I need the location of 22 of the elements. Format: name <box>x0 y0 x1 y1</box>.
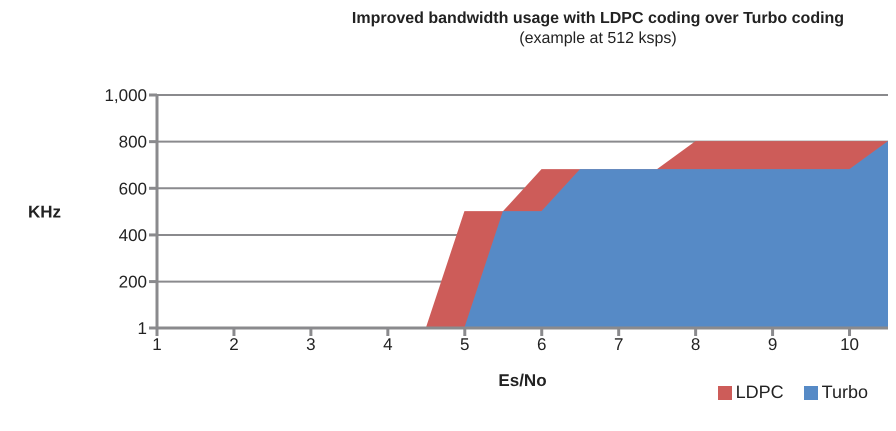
x-axis-title: Es/No <box>498 371 547 390</box>
legend-label: LDPC <box>736 382 784 402</box>
y-tick-label: 600 <box>118 179 147 198</box>
y-tick-label: 800 <box>118 132 147 152</box>
y-tick-label: 1,000 <box>104 86 147 106</box>
legend-label: Turbo <box>822 382 868 402</box>
x-tick-label: 9 <box>768 335 778 354</box>
x-tick-label: 2 <box>229 335 239 354</box>
y-tick-label: 400 <box>118 226 147 245</box>
x-tick-label: 3 <box>306 335 316 354</box>
y-axis-title: KHz <box>28 202 62 222</box>
x-tick-label: 5 <box>460 335 470 354</box>
y-tick-label: 200 <box>118 272 147 292</box>
chart-title: Improved bandwidth usage with LDPC coding over Turbo coding <box>350 10 846 28</box>
x-tick-label: 1 <box>152 335 162 354</box>
x-tick-label: 10 <box>840 335 859 354</box>
chart-subtitle: (example at 512 ksps) <box>518 30 678 48</box>
x-tick-label: 7 <box>614 335 624 354</box>
x-tick-label: 4 <box>383 335 393 354</box>
y-tick-label: 1 <box>138 319 147 338</box>
x-tick-label: 8 <box>690 335 700 354</box>
x-tick-label: 6 <box>537 335 546 354</box>
